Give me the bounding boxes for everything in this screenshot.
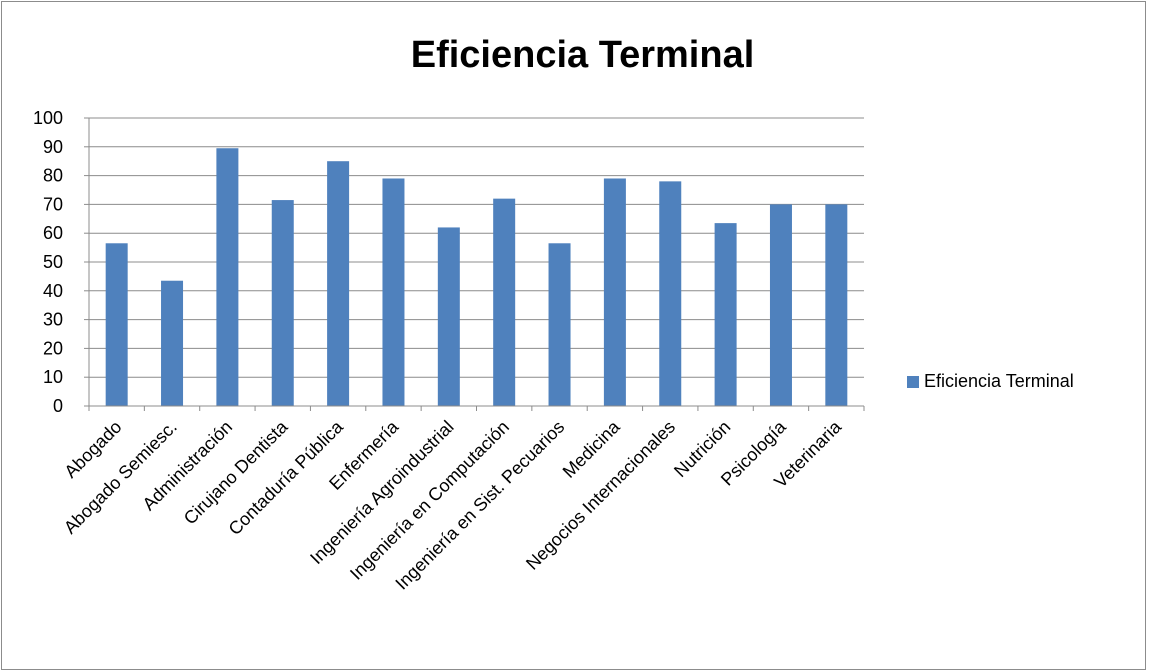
y-tick-label: 20: [43, 338, 63, 358]
y-tick-labels: 0 10 20 30 40 50 60 70 80 90 100: [33, 108, 63, 416]
chart-title: Eficiencia Terminal: [410, 34, 755, 76]
bar: [714, 223, 737, 406]
bar: [382, 178, 405, 406]
x-tick-label: Cirujano Dentista: [180, 416, 292, 528]
bar: [327, 161, 350, 406]
y-tick-label: 80: [43, 166, 63, 186]
y-tick-label: 10: [43, 367, 63, 387]
bar: [493, 198, 516, 406]
bar-group: [105, 148, 848, 407]
axes: [84, 117, 865, 411]
bar: [216, 148, 239, 407]
bar: [271, 200, 294, 406]
y-tick-label: 30: [43, 310, 63, 330]
y-tick-label: 50: [43, 252, 63, 272]
bar: [548, 243, 571, 406]
bar: [825, 204, 848, 406]
legend-swatch: [907, 375, 919, 388]
y-tick-label: 90: [43, 137, 63, 157]
legend-label: Eficiencia Terminal: [924, 371, 1074, 391]
bar: [161, 280, 184, 406]
bar: [659, 181, 682, 406]
y-tick-label: 100: [33, 108, 63, 128]
bar: [603, 178, 626, 406]
y-tick-label: 70: [43, 194, 63, 214]
gridlines: [89, 117, 864, 378]
bar: [769, 204, 792, 406]
legend: Eficiencia Terminal: [907, 371, 1074, 392]
y-tick-label: 40: [43, 281, 63, 301]
y-tick-label: 0: [53, 396, 63, 416]
y-tick-label: 60: [43, 223, 63, 243]
bar: [437, 227, 460, 406]
bar: [105, 243, 128, 406]
